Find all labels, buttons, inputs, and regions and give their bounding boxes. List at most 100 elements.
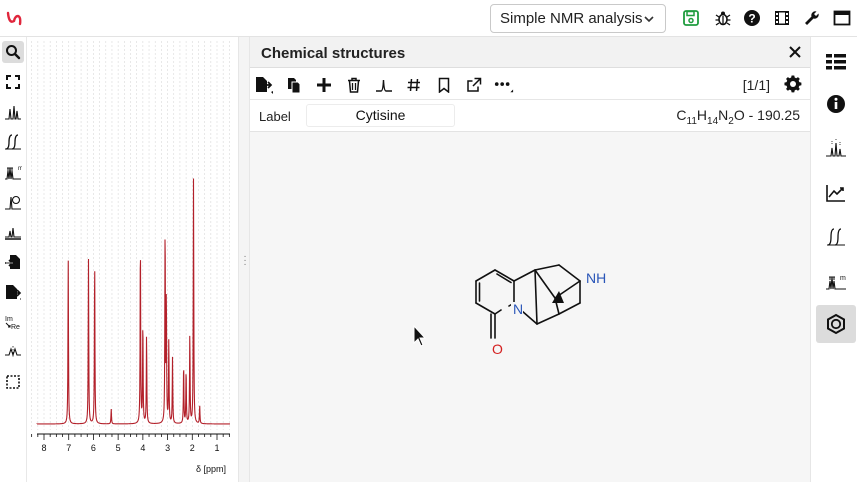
gear-icon[interactable] <box>784 75 802 93</box>
file-export-icon <box>256 77 273 94</box>
bookmark-icon <box>438 77 450 93</box>
x-axis-label: δ [ppm] <box>196 464 226 474</box>
chemical-structures-panel-tab[interactable] <box>816 305 856 343</box>
multiplet-icon: m <box>826 275 846 290</box>
close-icon[interactable] <box>788 45 802 59</box>
atom-numbering-button[interactable] <box>404 75 424 95</box>
svg-text:?: ? <box>748 11 755 25</box>
add-structure-button[interactable] <box>314 75 334 95</box>
structure-icon <box>827 313 845 335</box>
trash-icon <box>348 77 360 93</box>
panel-title: Chemical structures <box>261 45 406 62</box>
select-icon <box>6 375 20 389</box>
peaks-icon <box>826 139 846 157</box>
label-caption: Label <box>259 109 291 124</box>
top-bar: Simple NMR analysis ? <box>0 0 857 37</box>
delete-structure-button[interactable] <box>344 75 364 95</box>
svg-text:m: m <box>840 275 846 282</box>
more-icon <box>494 82 514 93</box>
spectrum-viewer[interactable]: 8 7 6 5 4 3 2 1 δ [ppm] <box>27 37 238 482</box>
x-tick-label: 5 <box>116 443 121 453</box>
export-icon <box>6 285 22 300</box>
logo-icon[interactable] <box>6 9 24 27</box>
zoom-icon <box>6 45 21 60</box>
label-row: Label Cytisine C11H14N2O - 190.25 <box>250 100 810 132</box>
save-icon[interactable] <box>682 9 700 27</box>
analysis-panel-tab[interactable] <box>816 174 856 212</box>
import-tool[interactable] <box>2 251 24 273</box>
export-tool[interactable] <box>2 281 24 303</box>
spectrum-plot[interactable]: 8 7 6 5 4 3 2 1 δ [ppm] <box>27 37 238 482</box>
preset-select[interactable]: Simple NMR analysis <box>490 4 666 33</box>
select-tool[interactable] <box>2 371 24 393</box>
more-options-button[interactable] <box>494 75 514 95</box>
panel-header: Chemical structures <box>250 37 810 68</box>
integral-icon <box>827 228 845 246</box>
help-icon[interactable]: ? <box>743 9 761 27</box>
external-link-icon <box>467 77 482 92</box>
svg-text:Im: Im <box>5 316 13 323</box>
label-input[interactable]: Cytisine <box>306 104 455 127</box>
bookmark-button[interactable] <box>434 75 454 95</box>
plus-icon <box>317 78 331 92</box>
spectrum-icon <box>5 346 21 358</box>
import-icon <box>5 255 20 269</box>
svg-text:m: m <box>18 166 22 172</box>
paste-icon <box>288 78 301 94</box>
predict-spectrum-button[interactable] <box>374 75 394 95</box>
wrench-icon[interactable] <box>803 9 821 27</box>
structure-counter: [1/1] <box>742 77 770 93</box>
multiplet-tool[interactable]: m <box>2 161 24 183</box>
peak-picking-tool[interactable] <box>2 101 24 123</box>
right-panel-bar: m <box>810 37 857 482</box>
zoom-tool[interactable] <box>2 41 24 63</box>
drag-handle-icon: · · · <box>243 251 247 270</box>
bug-icon[interactable] <box>714 9 732 27</box>
film-icon[interactable] <box>773 9 791 27</box>
molecular-formula: C11H14N2O - 190.25 <box>676 107 800 127</box>
preset-value: Simple NMR analysis <box>500 10 643 27</box>
baseline-tool[interactable] <box>2 221 24 243</box>
chemical-structures-panel: Chemical structures <box>250 37 810 482</box>
integrals-panel-tab[interactable] <box>816 218 856 256</box>
o-atom-label: O <box>492 341 503 357</box>
window-icon[interactable] <box>833 9 851 27</box>
x-tick-label: 8 <box>41 443 46 453</box>
mouse-cursor-icon <box>413 324 427 347</box>
integral-tool[interactable] <box>2 131 24 153</box>
info-icon <box>827 95 845 113</box>
real-imaginary-icon: Im Re <box>5 316 20 331</box>
spectra-panel-tab[interactable] <box>816 43 856 81</box>
export-structure-button[interactable] <box>254 75 274 95</box>
spectrum-tool[interactable] <box>2 341 24 363</box>
phase-correction-tool[interactable] <box>2 191 24 213</box>
hash-icon <box>407 78 420 92</box>
x-tick-label: 6 <box>91 443 96 453</box>
x-tick-label: 4 <box>140 443 145 453</box>
copy-structure-button[interactable] <box>284 75 304 95</box>
x-tick-label: 3 <box>165 443 170 453</box>
phase-correction-icon <box>5 195 21 210</box>
chart-icon <box>826 185 845 202</box>
structure-canvas[interactable]: NH N O <box>250 133 810 482</box>
multiplet-icon: m <box>5 166 22 180</box>
full-view-icon <box>6 75 20 89</box>
panel-splitter[interactable]: · · · <box>238 37 250 482</box>
molecule-drawing[interactable]: NH N O <box>250 133 810 482</box>
x-tick-label: 2 <box>190 443 195 453</box>
nh-atom-label: NH <box>586 270 606 286</box>
full-view-tool[interactable] <box>2 71 24 93</box>
x-tick-label: 1 <box>214 443 219 453</box>
n-atom-label: N <box>513 301 523 317</box>
information-panel-tab[interactable] <box>816 85 856 123</box>
open-external-button[interactable] <box>464 75 484 95</box>
table-icon <box>826 54 846 70</box>
peak-icon <box>376 79 392 92</box>
baseline-icon <box>5 227 21 240</box>
svg-text:Re: Re <box>11 324 20 331</box>
multiplets-panel-tab[interactable]: m <box>816 262 856 300</box>
chevron-down-icon <box>644 16 654 23</box>
peaks-panel-tab[interactable] <box>816 130 856 168</box>
spectrum-line <box>36 178 231 425</box>
real-imaginary-tool[interactable]: Im Re <box>2 311 24 333</box>
